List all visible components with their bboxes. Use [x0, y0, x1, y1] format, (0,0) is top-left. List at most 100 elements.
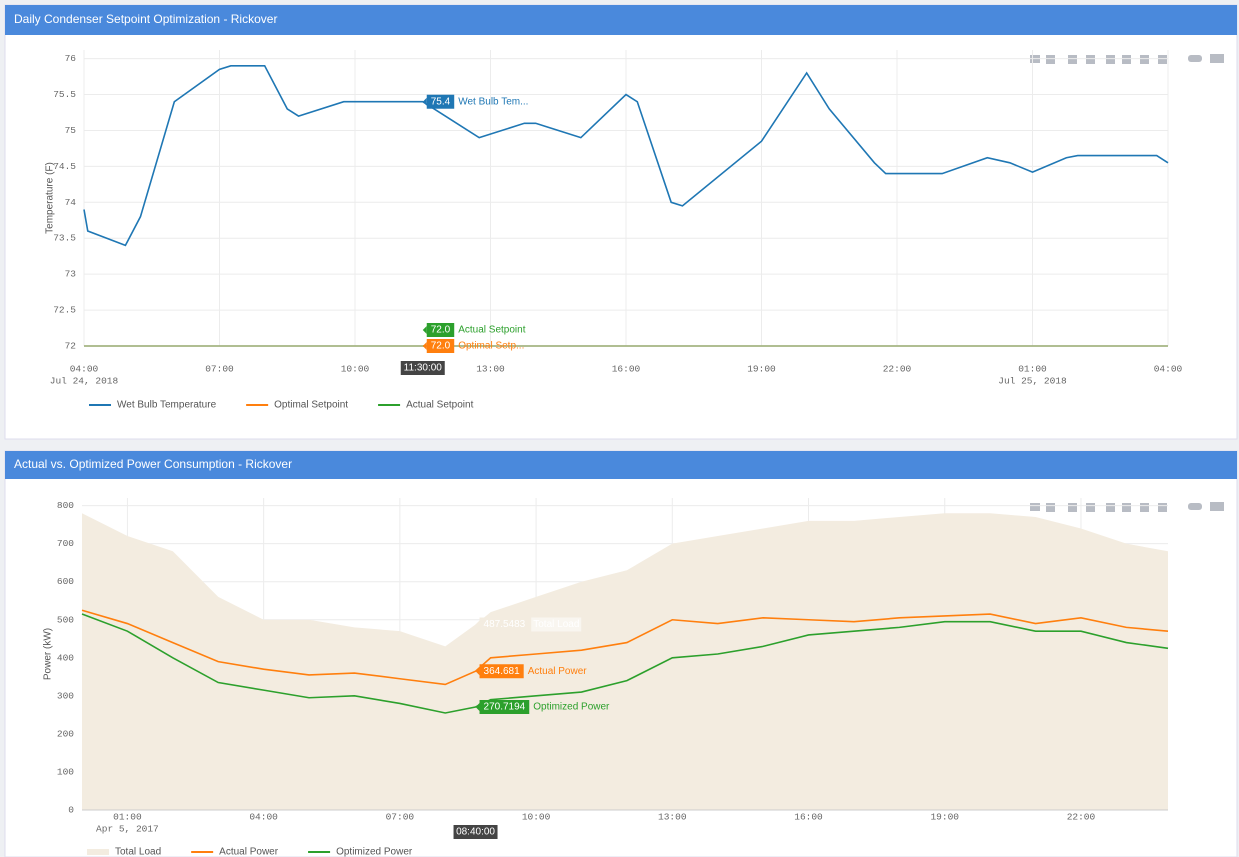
legend-swatch [87, 849, 109, 855]
toolbar-button[interactable] [1140, 55, 1149, 64]
hover-pointer [422, 342, 427, 350]
toolbar-button[interactable] [1122, 55, 1131, 64]
y-tick-label: 75 [65, 125, 77, 136]
y-tick-label: 72 [65, 341, 77, 352]
hover-name: Actual Power [528, 666, 588, 677]
legend-label: Total Load [115, 847, 161, 857]
hover-x-label: 08:40:00 [456, 827, 495, 838]
toolbar-button[interactable] [1158, 55, 1167, 64]
toolbar-button[interactable] [1210, 54, 1224, 63]
x-tick-label: 13:00 [476, 364, 505, 375]
x-tick-label: 07:00 [386, 812, 415, 823]
hover-x-label: 11:30:00 [404, 363, 443, 374]
toolbar-button[interactable] [1158, 503, 1167, 512]
hover-name-box [531, 617, 582, 632]
panel-title: Actual vs. Optimized Power Consumption -… [14, 457, 292, 471]
hover-value: 270.7194 [484, 702, 526, 713]
legend-label: Actual Power [219, 847, 279, 857]
hover-value: 487.5483 [484, 619, 526, 630]
y-tick-label: 400 [57, 652, 74, 663]
toolbar-button[interactable] [1140, 503, 1149, 512]
x-tick-label: 04:00 [70, 364, 99, 375]
toolbar-button[interactable] [1188, 503, 1202, 510]
hover-value-box [479, 664, 524, 679]
hover-pointer [475, 667, 480, 676]
hover-value-box [426, 94, 455, 109]
panel-header [5, 5, 1237, 35]
x-tick-date: Apr 5, 2017 [96, 824, 159, 835]
x-tick-label: 16:00 [612, 364, 641, 375]
y-tick-label: 300 [57, 690, 74, 701]
toolbar-button[interactable] [1122, 503, 1131, 512]
toolbar-button[interactable] [1188, 55, 1202, 62]
toolbar-button[interactable] [1210, 502, 1224, 511]
y-tick-label: 500 [57, 614, 74, 625]
hover-pointer [475, 620, 480, 629]
hover-value: 72.0 [431, 341, 451, 352]
hover-x-box [453, 825, 498, 839]
y-tick-label: 72.5 [53, 305, 76, 316]
toolbar-button[interactable] [1046, 503, 1055, 512]
x-tick-label: 19:00 [747, 364, 776, 375]
hover-pointer [422, 326, 427, 334]
x-tick-label: 10:00 [522, 812, 551, 823]
hover-name: Total Load [533, 619, 579, 630]
toolbar-button[interactable] [1086, 503, 1095, 512]
area [82, 513, 1168, 810]
toolbar-button[interactable] [1046, 55, 1055, 64]
x-tick-label: 22:00 [883, 364, 912, 375]
line [81, 613, 1169, 714]
legend-label: Optimized Power [336, 847, 413, 857]
x-tick-label: 04:00 [1154, 364, 1183, 375]
hover-name: Actual Setpoint [458, 325, 525, 336]
panel-title: Daily Condenser Setpoint Optimization - … [14, 12, 277, 26]
y-tick-label: 74 [65, 197, 77, 208]
hover-value-box [426, 339, 455, 353]
x-tick-label: 16:00 [794, 812, 823, 823]
y-tick-label: 600 [57, 576, 74, 587]
hover-name: Optimized Power [533, 702, 610, 713]
toolbar-button[interactable] [1106, 503, 1115, 512]
y-tick-label: 74.5 [53, 161, 76, 172]
x-tick-label: 19:00 [930, 812, 959, 823]
y-tick-label: 73.5 [53, 233, 76, 244]
line [81, 609, 1169, 686]
y-tick-label: 0 [68, 805, 74, 816]
y-tick-label: 76 [65, 53, 77, 64]
hover-value: 364.681 [484, 666, 521, 677]
y-tick-label: 75.5 [53, 89, 76, 100]
x-tick-label: 04:00 [249, 812, 278, 823]
legend-label: Wet Bulb Temperature [117, 400, 217, 411]
hover-value: 75.4 [431, 96, 451, 107]
toolbar-button[interactable] [1106, 55, 1115, 64]
toolbar-button[interactable] [1068, 503, 1077, 512]
y-tick-label: 700 [57, 538, 74, 549]
x-tick-label: 22:00 [1067, 812, 1096, 823]
hover-value-box [479, 699, 530, 714]
panel [4, 4, 1238, 440]
y-axis-title: Power (kW) [43, 628, 54, 680]
hover-name: Optimal Setp... [458, 341, 524, 352]
x-tick-date: Jul 24, 2018 [50, 376, 119, 387]
x-tick-label: 07:00 [205, 364, 234, 375]
x-tick-date: Jul 25, 2018 [998, 376, 1067, 387]
toolbar-button[interactable] [1086, 55, 1095, 64]
toolbar-button[interactable] [1030, 503, 1040, 511]
x-tick-label: 10:00 [341, 364, 370, 375]
toolbar-button[interactable] [1068, 55, 1077, 64]
hover-value-box [426, 323, 455, 337]
hover-name: Wet Bulb Tem... [458, 96, 528, 107]
hover-pointer [475, 702, 480, 711]
legend-label: Actual Setpoint [406, 400, 473, 411]
y-axis-title: Temperature (F) [45, 162, 56, 234]
x-tick-label: 01:00 [1018, 364, 1047, 375]
y-tick-label: 73 [65, 269, 77, 280]
panel-header [5, 451, 1237, 479]
hover-value: 72.0 [431, 325, 451, 336]
hover-x-box [400, 361, 445, 375]
line [83, 65, 1169, 247]
legend-label: Optimal Setpoint [274, 400, 348, 411]
hover-pointer [422, 97, 427, 106]
y-tick-label: 800 [57, 500, 74, 511]
